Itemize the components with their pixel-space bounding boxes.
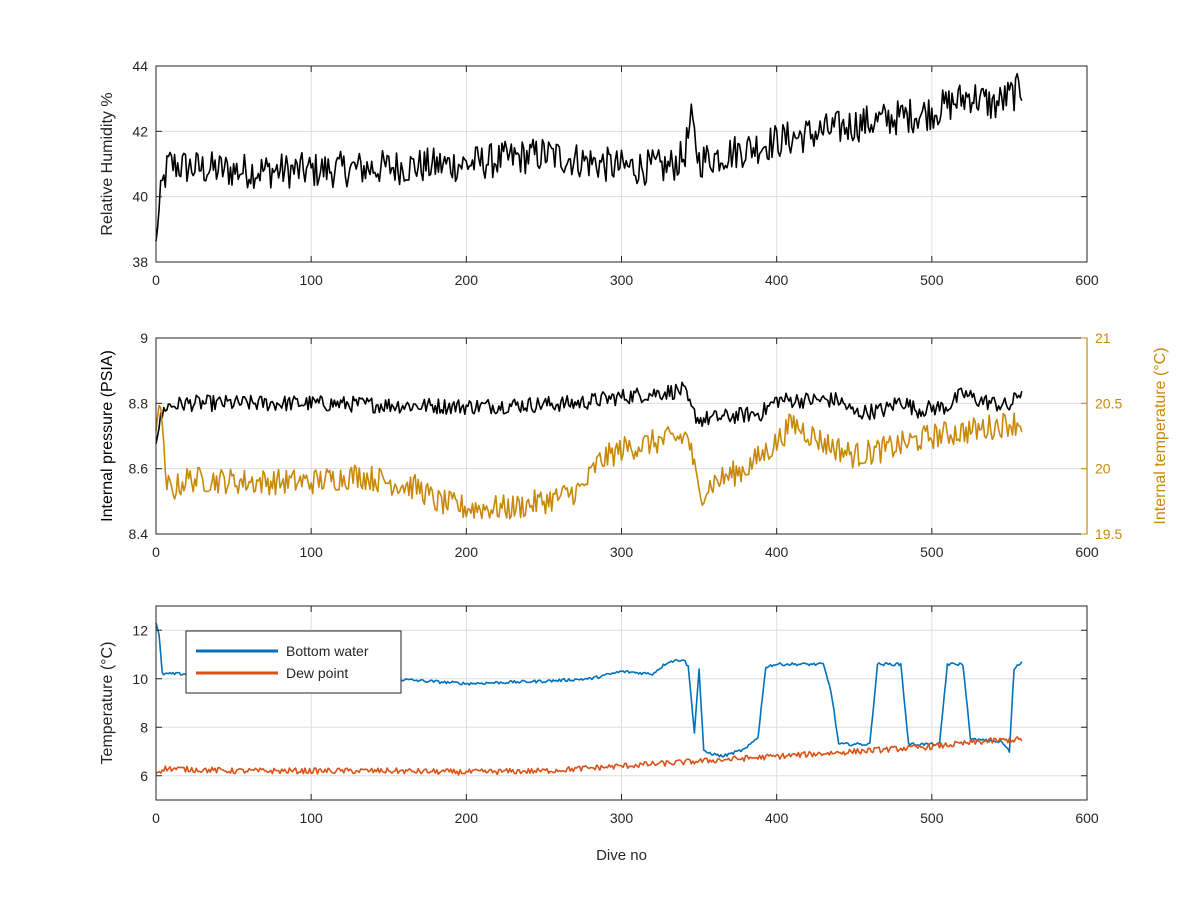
x-tick-label: 300 <box>610 544 634 560</box>
y-tick-label: 10 <box>132 671 148 687</box>
x-tick-label: 100 <box>299 272 323 288</box>
y-tick-label: 8.6 <box>129 461 149 477</box>
panel-3: 0 100 200 300 400 500 600 6 8 10 12 Temperature (°C… <box>99 605 1099 864</box>
x-tick-label: 500 <box>920 544 944 560</box>
series-line-1 <box>155 72 1023 242</box>
x-tick-label: 100 <box>299 544 323 560</box>
y-tick-label: 12 <box>132 622 148 638</box>
series-line-dew-point <box>155 735 1023 776</box>
legend-box <box>185 630 402 694</box>
x-tick-label: 0 <box>152 272 160 288</box>
series-line-2 <box>155 404 1023 520</box>
y-axis-label: Temperature (°C) <box>99 642 116 765</box>
y-tick-label: 6 <box>140 768 148 784</box>
y-tick-label-right: 19.5 <box>1095 526 1122 542</box>
x-tick-label: 100 <box>299 810 323 826</box>
y-tick-label-right: 20.5 <box>1095 395 1122 411</box>
x-tick-label: 0 <box>152 544 160 560</box>
y-tick-label-right: 21 <box>1095 330 1111 346</box>
y-tick-label: 8.4 <box>129 526 149 542</box>
x-tick-label: 400 <box>765 272 789 288</box>
y-tick-label-right: 20 <box>1095 461 1111 477</box>
x-tick-label: 600 <box>1075 272 1099 288</box>
x-tick-label: 200 <box>455 544 479 560</box>
y-tick-label: 8.8 <box>129 395 149 411</box>
panel-1: 0 100 200 300 400 500 600 38 40 42 44 Relative Humi… <box>99 58 1099 288</box>
y-tick-label: 8 <box>140 719 148 735</box>
x-axis-label: Dive no <box>596 847 647 864</box>
series-line-1 <box>155 381 1023 444</box>
y-tick-label: 38 <box>132 254 148 270</box>
x-tick-label: 500 <box>920 272 944 288</box>
x-tick-label: 400 <box>765 544 789 560</box>
legend-label: Bottom water <box>286 643 369 659</box>
y-tick-label: 40 <box>132 189 148 205</box>
x-tick-label: 200 <box>455 272 479 288</box>
x-tick-label: 300 <box>610 810 634 826</box>
y-tick-label: 44 <box>132 58 148 74</box>
legend: Bottom water Dew point <box>185 630 402 694</box>
x-tick-label: 200 <box>455 810 479 826</box>
x-tick-label: 0 <box>152 810 160 826</box>
y-axis-label: Relative Humidity % <box>99 92 116 235</box>
x-tick-label: 600 <box>1075 810 1099 826</box>
legend-label: Dew point <box>286 665 348 681</box>
x-tick-label: 500 <box>920 810 944 826</box>
x-tick-label: 400 <box>765 810 789 826</box>
x-tick-label: 600 <box>1075 544 1099 560</box>
panel-2: 0 100 200 300 400 500 600 8.4 8.6 8.8 9 19.5 20 20.5 2… <box>99 330 1169 560</box>
x-tick-label: 300 <box>610 272 634 288</box>
y-tick-label: 42 <box>132 123 148 139</box>
y-tick-label: 9 <box>140 330 148 346</box>
y-axis-label: Internal pressure (PSIA) <box>99 350 116 522</box>
y-axis-label-right: Internal temperature (°C) <box>1152 347 1169 524</box>
